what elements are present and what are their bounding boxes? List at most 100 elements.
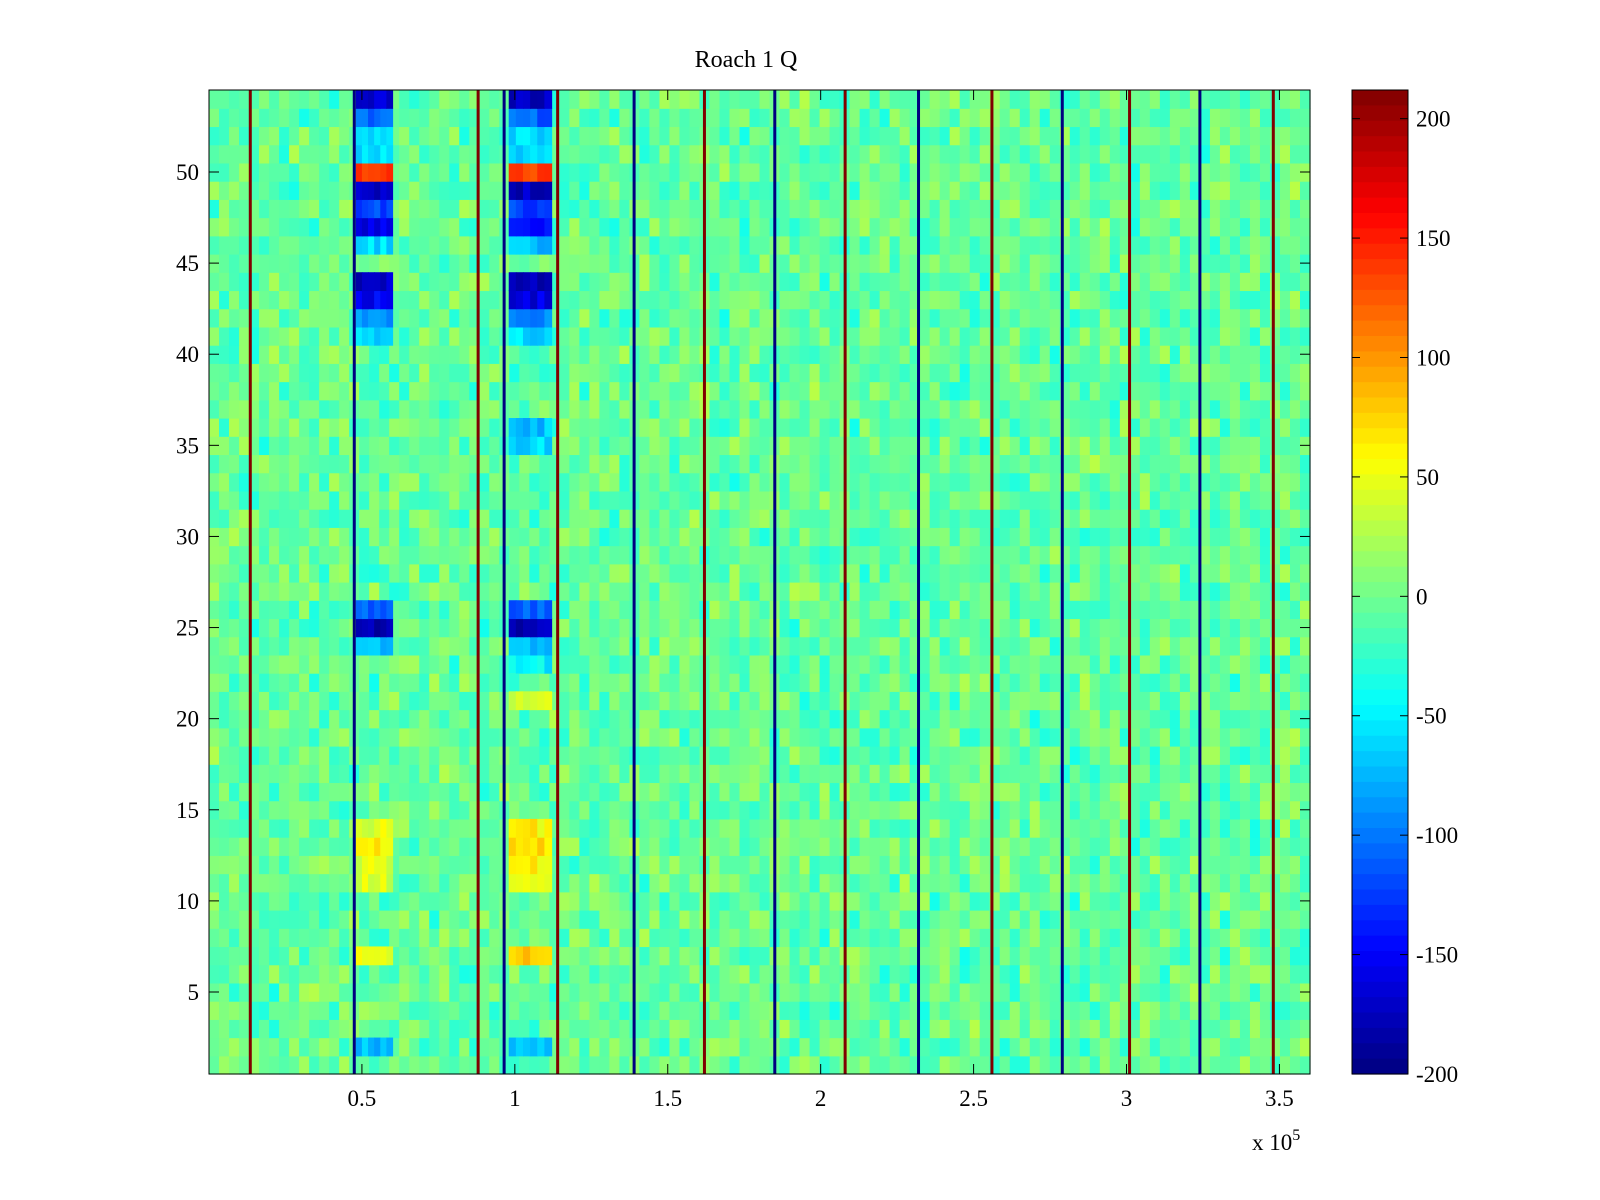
heatmap-cell [949,818,961,838]
heatmap-cell [399,363,410,383]
heatmap-cell [659,399,671,419]
heatmap-cell [829,1001,841,1020]
heatmap-cell [969,490,981,510]
heatmap-cell [229,910,240,929]
heatmap-cell [469,399,480,419]
heatmap-cell [859,746,871,765]
heatmap-cell [939,582,951,601]
heatmap-cell [899,800,911,820]
heatmap-cell [859,290,871,310]
heatmap-cell [419,764,430,784]
heatmap-cell [309,764,320,784]
heatmap-cell [479,618,490,638]
heatmap-cell [619,982,630,1002]
heatmap-cell [369,1055,380,1075]
heatmap-cell [909,946,921,966]
heatmap-cell [969,1055,981,1075]
heatmap-cell [449,1019,460,1039]
heatmap-cell [1269,472,1281,492]
heatmap-cell [729,472,741,492]
heatmap-cell [669,545,681,565]
heatmap-cell [1009,818,1021,838]
heatmap-cell [1039,891,1051,911]
heatmap-cell [609,399,620,419]
heatmap-cell [1269,1037,1281,1057]
heatmap-cell [909,1037,921,1057]
heatmap-cell [589,1055,600,1075]
heatmap-cell [989,709,1001,729]
heatmap-cell [579,891,590,911]
heatmap-cell [979,618,991,638]
heatmap-cell [329,454,340,474]
heatmap-cell [339,527,350,547]
heatmap-cell [1029,1001,1041,1020]
heatmap-cell [469,1037,480,1057]
heatmap-cell [1269,818,1281,838]
heatmap-cell [259,982,270,1002]
heatmap-cell [619,1019,630,1039]
heatmap-cell [859,1055,871,1075]
heatmap-cell [979,545,991,565]
heatmap-cell [229,782,240,802]
heatmap-cell [1169,727,1181,747]
heatmap-cell [379,472,390,492]
heatmap-cell [999,290,1011,310]
heatmap-cell [889,837,901,856]
heatmap-cell [1119,345,1131,364]
heatmap-cell [1059,1001,1071,1020]
heatmap-cell [559,308,570,328]
heatmap-cell [1149,691,1161,711]
heatmap-cell [1109,910,1121,929]
heatmap-cell [1049,454,1061,474]
heatmap-cell [239,545,250,565]
heatmap-cell [1209,709,1221,729]
heatmap-cell [859,345,871,364]
heatmap-cell [859,982,871,1002]
heatmap-cell [929,1055,941,1075]
heatmap-cell [1139,654,1151,674]
heatmap-cell [859,964,871,984]
heatmap-cell [369,472,380,492]
heatmap-cell [1109,982,1121,1002]
heatmap-cell [729,582,741,601]
heatmap-cell [369,764,380,784]
heatmap-cell [869,1019,881,1039]
heatmap-cell [589,873,600,893]
heatmap-cell [409,1001,420,1020]
heatmap-cell [619,1037,630,1057]
heatmap-cell [1139,928,1151,948]
heatmap-cell [1059,1019,1071,1039]
heatmap-cell [729,855,741,875]
heatmap-cell [479,472,490,492]
heatmap-cell [299,1019,310,1039]
heatmap-cell [319,891,330,911]
heatmap-cell [239,673,250,692]
heatmap-cell [619,946,630,966]
heatmap-cell [439,873,450,893]
heatmap-cell [519,527,530,547]
heatmap-cell [929,982,941,1002]
heatmap-cell [1019,582,1031,601]
heatmap-cell [799,928,811,948]
heatmap-cell [709,673,721,692]
heatmap-cell [779,1055,791,1075]
heatmap-cell [929,381,941,401]
heatmap-cell [469,436,480,456]
heatmap-cell [1029,308,1041,328]
heatmap-cell [719,928,731,948]
heatmap-cell [919,673,931,692]
heatmap-cell [689,490,701,510]
heatmap-cell [919,691,931,711]
heatmap-cell [599,709,610,729]
heatmap-cell [1189,308,1201,328]
heatmap-cell [689,746,701,765]
heatmap-cell [419,363,430,383]
heatmap-cell [959,509,971,528]
heatmap-cell [919,636,931,656]
heatmap-cell [279,764,290,784]
heatmap-cell [1019,910,1031,929]
heatmap-cell [819,1055,831,1075]
heatmap-cell [959,1001,971,1020]
heatmap-cell [449,618,460,638]
heatmap-cell [269,472,280,492]
